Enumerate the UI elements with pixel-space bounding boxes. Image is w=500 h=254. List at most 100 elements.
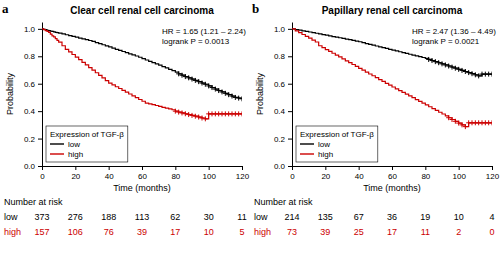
annotation: HR = 2.47 (1.36 – 4.49)logrank P = 0.002… <box>410 26 498 47</box>
tick-mark <box>38 139 42 140</box>
tick-label: 20 <box>321 172 330 181</box>
tick-label: 80 <box>171 172 180 181</box>
tick-label: 0.2 <box>274 135 286 144</box>
y-axis: 0.00.20.40.60.81.0 <box>274 23 293 172</box>
censor-mark <box>446 64 451 69</box>
legend-swatch <box>300 153 314 154</box>
risk-count: 39 <box>137 227 147 237</box>
censor-mark <box>193 114 198 119</box>
tick-label: 0.6 <box>24 80 36 89</box>
annotation-text: HR = 1.65 (1.21 – 2.24)logrank P = 0.001… <box>162 27 246 46</box>
tick-mark <box>492 166 493 170</box>
x-axis: 020406080100120 <box>290 166 499 181</box>
tick-label: 0.2 <box>24 135 36 144</box>
censor-mark <box>186 112 191 117</box>
tick-label: 20 <box>71 172 80 181</box>
panel-label: a <box>2 1 9 16</box>
plot-area: 0204060801001200.00.20.40.60.81.0Time (m… <box>255 23 500 194</box>
panel-label: b <box>252 1 259 16</box>
legend-label: low <box>68 140 80 149</box>
censor-mark <box>443 62 448 67</box>
tick-mark <box>288 166 292 167</box>
risk-count: 36 <box>387 212 397 222</box>
tick-mark <box>288 84 292 85</box>
x-axis-title: Time (months) <box>113 183 171 193</box>
risk-count: 17 <box>170 227 180 237</box>
tick: 0.2 <box>274 135 292 144</box>
tick-label: 0.8 <box>274 52 286 61</box>
tick: 40 <box>355 166 364 181</box>
legend-swatch <box>50 143 64 144</box>
tick-mark <box>292 166 293 170</box>
tick: 0 <box>290 166 295 181</box>
censor-mark <box>426 57 431 62</box>
censor-mark <box>456 67 461 72</box>
censor-mark <box>460 68 465 73</box>
risk-row-label: low <box>254 212 268 222</box>
censor-mark <box>236 96 241 101</box>
title: Clear cell renal cell carcinoma <box>70 5 214 16</box>
tick-label: 0.0 <box>24 162 36 171</box>
tick-mark <box>288 56 292 57</box>
censor-mark <box>173 109 178 114</box>
tick-label: 0.6 <box>274 80 286 89</box>
tick-label: 60 <box>138 172 147 181</box>
tick: 0.6 <box>274 80 292 89</box>
tick-label: 0.4 <box>274 107 286 116</box>
tick: 0.8 <box>24 52 42 61</box>
risk-count: 11 <box>421 227 430 237</box>
risk-count: 73 <box>287 227 297 237</box>
censor-mark <box>180 110 185 115</box>
risk-count: 276 <box>68 212 83 222</box>
title: Papillary renal cell carcinoma <box>322 5 463 16</box>
tick-label: 60 <box>388 172 397 181</box>
censor-mark <box>430 58 435 63</box>
axis-line <box>292 23 293 167</box>
censor-mark <box>183 111 188 116</box>
risk-count: 39 <box>320 227 330 237</box>
risk-count: 106 <box>68 227 83 237</box>
legend-frame <box>296 126 378 162</box>
risk-count: 10 <box>454 212 464 222</box>
risk-count: 25 <box>354 227 364 237</box>
legend-title: Expression of TGF-β <box>300 130 374 139</box>
risk-count: 11 <box>237 212 246 222</box>
tick-mark <box>42 166 43 170</box>
tick: 0.6 <box>24 80 42 89</box>
risk-count: 113 <box>135 212 149 222</box>
risk-count: 188 <box>101 212 116 222</box>
y-axis-title: Probability <box>5 72 15 115</box>
legend-swatch <box>300 143 314 144</box>
tick-mark <box>75 166 76 170</box>
tick: 60 <box>388 166 397 181</box>
censor-mark <box>470 71 475 76</box>
chart: aClear cell renal cell carcinoma02040608… <box>0 0 500 254</box>
risk-count: 4 <box>489 212 494 222</box>
tick: 60 <box>138 166 147 181</box>
tick: 0 <box>40 166 45 181</box>
tick-mark <box>288 139 292 140</box>
legend-swatch <box>50 153 64 154</box>
risk-count: 62 <box>170 212 180 222</box>
panel: aClear cell renal cell carcinoma02040608… <box>2 1 250 237</box>
tick: 120 <box>486 166 500 181</box>
km-curve <box>42 29 242 99</box>
risk-row-label: low <box>4 212 18 222</box>
risk-count: 214 <box>284 212 299 222</box>
tick: 0.2 <box>24 135 42 144</box>
tick-label: 1.0 <box>24 25 36 34</box>
tick: 0.0 <box>24 162 42 171</box>
censor-mark <box>183 74 188 79</box>
annotation-background <box>410 26 498 47</box>
tick-label: 0 <box>290 172 295 181</box>
tick-mark <box>38 111 42 112</box>
censor-mark <box>463 69 468 74</box>
censor-mark <box>233 95 238 100</box>
axis-line <box>42 23 43 167</box>
km-curve <box>42 29 242 119</box>
tick: 0.0 <box>274 162 292 171</box>
km-curve <box>292 29 492 127</box>
tick-mark <box>38 84 42 85</box>
legend-title: Expression of TGF-β <box>50 130 124 139</box>
risk-count: 17 <box>387 227 397 237</box>
